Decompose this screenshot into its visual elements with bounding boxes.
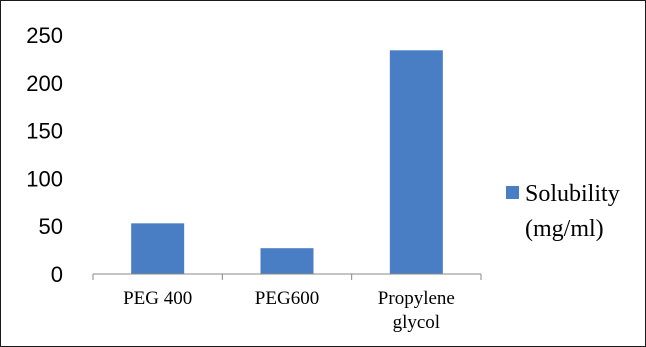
x-tick-label: PEG 400 (123, 288, 192, 309)
y-tick-label: 250 (26, 23, 63, 48)
x-axis-tick-marks (92, 274, 482, 280)
y-tick-label: 50 (39, 214, 63, 239)
y-tick-label: 100 (26, 166, 63, 191)
y-tick-label: 150 (26, 119, 63, 144)
legend: Solubility (mg/ml) (506, 181, 620, 242)
legend-label: Solubility (525, 181, 620, 207)
bar (260, 248, 314, 274)
y-tick-label: 200 (26, 71, 63, 96)
legend-label: (mg/ml) (525, 216, 604, 242)
x-tick-label: Propylene (378, 288, 455, 309)
x-tick-label: PEG600 (255, 288, 319, 309)
legend-swatch (506, 186, 519, 199)
bars (131, 50, 443, 274)
bar (389, 50, 443, 274)
bar (131, 223, 185, 274)
y-tick-label: 0 (51, 262, 63, 287)
y-axis-tick-labels: 0 50 100 150 200 250 (26, 23, 63, 287)
x-tick-label: glycol (393, 312, 441, 333)
x-axis-tick-labels: PEG 400 PEG600 Propylene glycol (123, 288, 455, 333)
